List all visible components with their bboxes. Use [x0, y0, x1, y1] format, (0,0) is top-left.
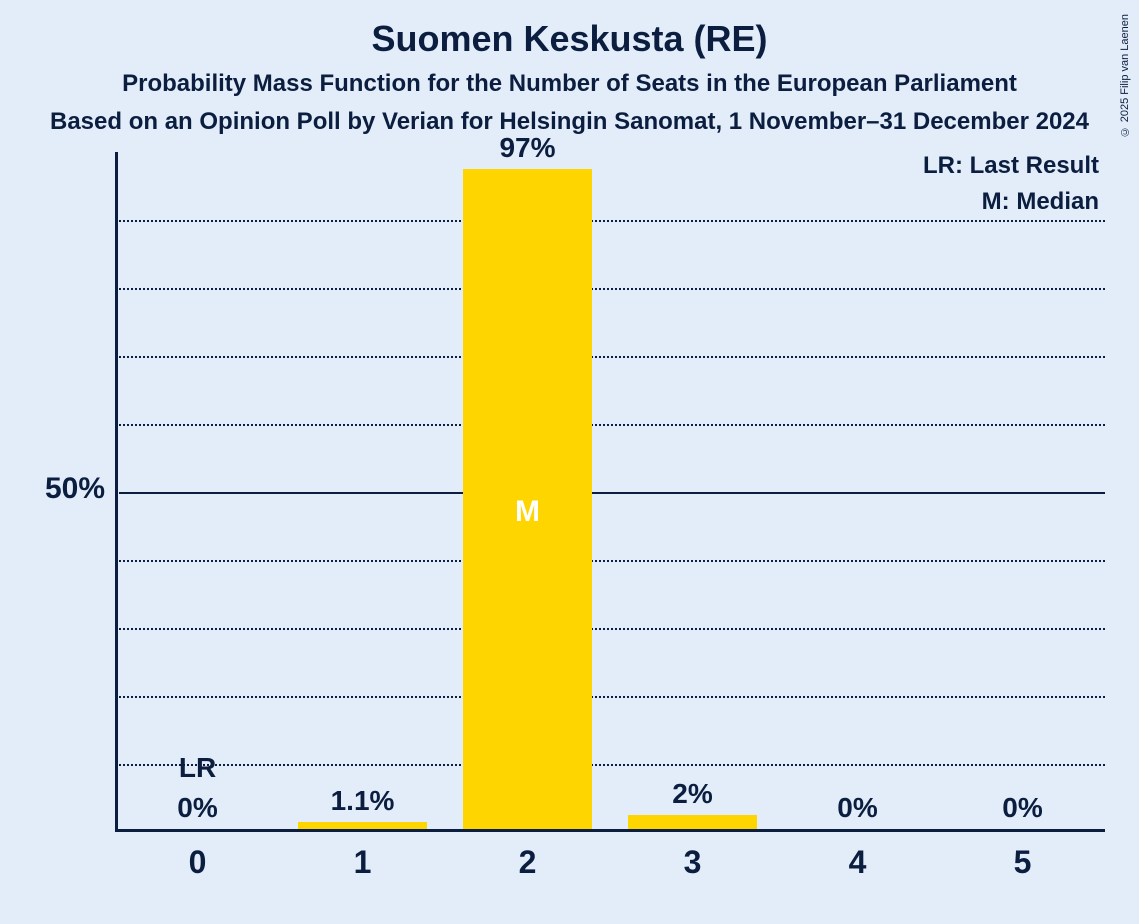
gridline — [119, 424, 1105, 426]
x-tick-label: 1 — [354, 844, 372, 881]
chart-subtitle-2: Based on an Opinion Poll by Verian for H… — [0, 108, 1139, 136]
chart-title: Suomen Keskusta (RE) — [0, 18, 1139, 60]
x-tick-label: 4 — [849, 844, 867, 881]
chart-subtitle-1: Probability Mass Function for the Number… — [0, 70, 1139, 98]
x-tick-label: 3 — [684, 844, 702, 881]
y-axis — [115, 152, 118, 832]
bar-value-label: 2% — [672, 778, 712, 810]
gridline — [119, 696, 1105, 698]
gridline — [119, 560, 1105, 562]
y-tick-label: 50% — [5, 472, 105, 506]
x-axis — [115, 829, 1105, 832]
gridline — [119, 288, 1105, 290]
bar-value-label: 0% — [1002, 792, 1042, 824]
lr-marker: LR — [179, 752, 216, 784]
gridline — [119, 220, 1105, 222]
plot-area: 50%0%LR01.1%197%M22%30%40%5 — [115, 152, 1105, 832]
x-tick-label: 0 — [189, 844, 207, 881]
chart-container: Suomen Keskusta (RE) Probability Mass Fu… — [0, 0, 1139, 924]
gridline — [119, 628, 1105, 630]
x-tick-label: 2 — [519, 844, 537, 881]
x-tick-label: 5 — [1014, 844, 1032, 881]
bar-value-label: 97% — [499, 132, 555, 164]
bar-value-label: 1.1% — [331, 785, 395, 817]
bar — [298, 822, 427, 829]
copyright-text: © 2025 Filip van Laenen — [1119, 14, 1131, 137]
gridline — [119, 492, 1105, 494]
bar — [628, 815, 757, 829]
gridline — [119, 764, 1105, 766]
median-marker: M — [515, 495, 540, 529]
gridline — [119, 356, 1105, 358]
bar-value-label: 0% — [837, 792, 877, 824]
bar-value-label: 0% — [177, 792, 217, 824]
